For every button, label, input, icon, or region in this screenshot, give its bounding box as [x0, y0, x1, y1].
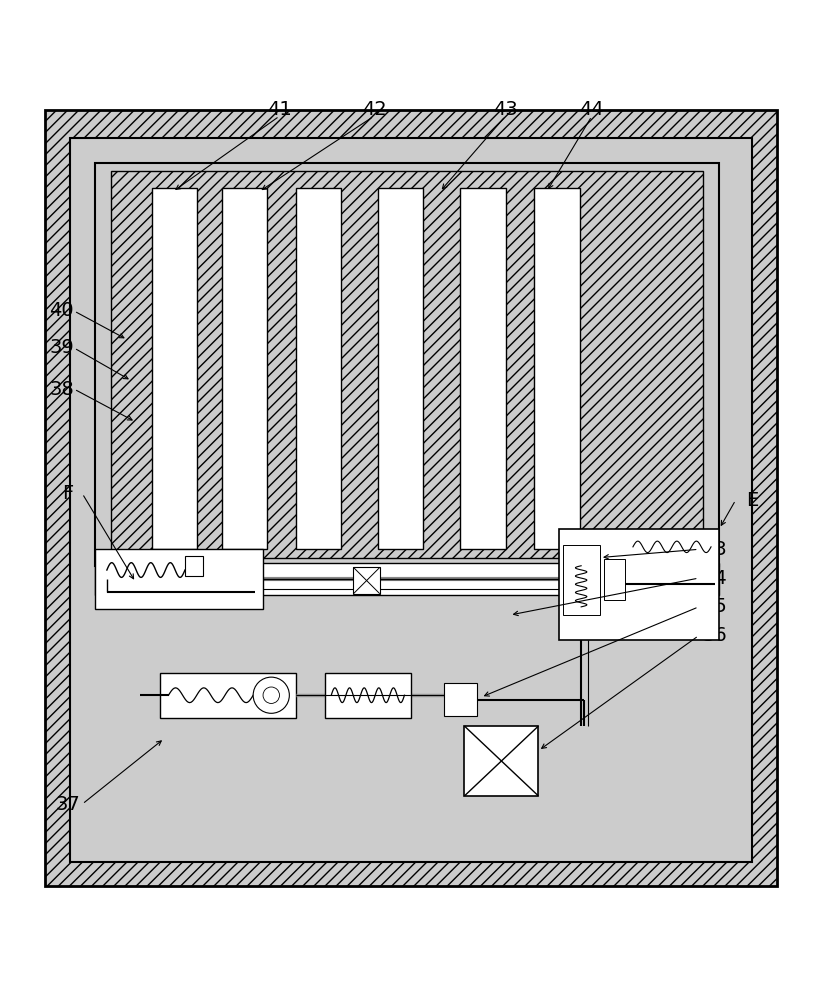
Bar [464, 726, 538, 796]
Bar [534, 188, 580, 549]
Text: 36: 36 [703, 626, 727, 645]
Text: 42: 42 [362, 100, 386, 119]
Bar [444, 683, 477, 716]
Bar [95, 563, 719, 595]
Text: 40: 40 [49, 301, 74, 320]
Bar [325, 673, 411, 718]
Bar [353, 567, 380, 594]
Bar [70, 138, 752, 862]
Text: 38: 38 [49, 380, 74, 399]
Bar [95, 549, 263, 609]
Bar [45, 110, 777, 886]
Circle shape [263, 687, 279, 703]
Bar [563, 545, 600, 615]
Text: 33: 33 [703, 540, 727, 559]
Text: 34: 34 [703, 569, 727, 588]
Text: 35: 35 [703, 597, 727, 616]
Text: 44: 44 [580, 100, 604, 119]
Bar [378, 188, 423, 549]
Bar [559, 529, 719, 640]
Bar [160, 673, 296, 718]
Text: 41: 41 [267, 100, 292, 119]
Bar [222, 188, 267, 549]
Circle shape [253, 677, 289, 713]
Bar [95, 163, 719, 566]
Bar [185, 556, 203, 576]
Bar [296, 188, 341, 549]
Text: 43: 43 [493, 100, 518, 119]
Text: 37: 37 [55, 795, 80, 814]
Text: F: F [62, 484, 73, 503]
Text: E: E [746, 490, 758, 510]
Text: 39: 39 [49, 338, 74, 357]
Bar [152, 188, 197, 549]
Bar [604, 559, 625, 600]
Bar [460, 188, 506, 549]
Bar [111, 171, 703, 558]
